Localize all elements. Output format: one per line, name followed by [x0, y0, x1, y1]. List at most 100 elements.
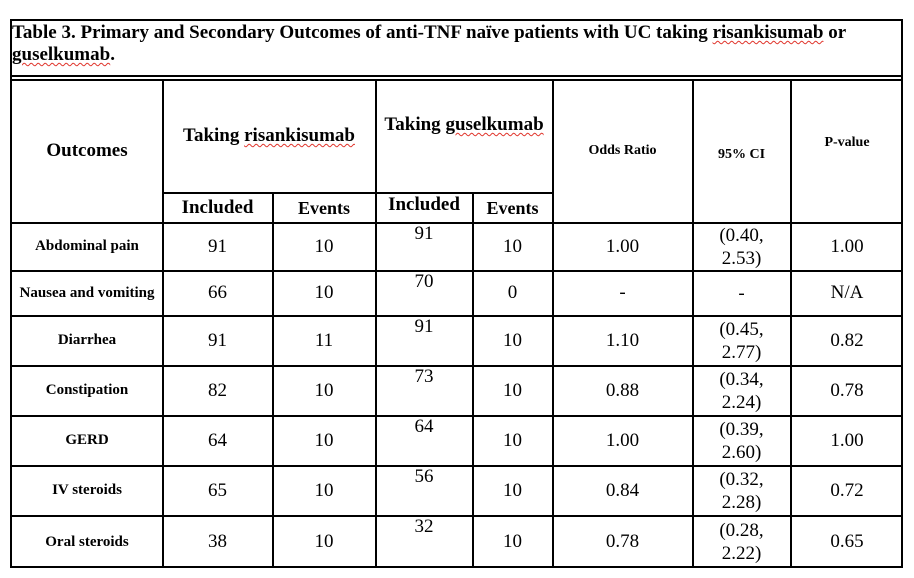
cell-p: 0.78: [791, 366, 903, 415]
cell-p: N/A: [791, 271, 903, 315]
cell-g-included: 32: [376, 516, 472, 568]
cell-text: 91: [208, 235, 227, 257]
cell-text: 0.84: [605, 479, 640, 501]
cell-ci: (0.34, 2.24): [693, 366, 790, 415]
cell-or: 1.00: [553, 223, 692, 270]
header-bottom-line: [12, 222, 903, 224]
title-text: Table 3. Primary and Secondary Outcomes …: [12, 22, 713, 43]
cell-text: Oral steroids: [45, 533, 129, 550]
table-title: Table 3. Primary and Secondary Outcomes …: [12, 22, 897, 66]
header-outcomes-text: Outcomes: [46, 140, 128, 161]
cell-text: 66: [208, 282, 227, 303]
cell-outcome: Nausea and vomiting: [12, 271, 162, 315]
cell-r-included: 91: [163, 223, 272, 270]
cell-p: 0.82: [791, 316, 903, 365]
header-g-events-text: Events: [486, 197, 539, 218]
cell-text: 1.00: [605, 429, 640, 451]
ci-upper: 2.60): [721, 441, 762, 463]
cell-g-included: 56: [376, 466, 472, 515]
cell-text: 10: [314, 235, 334, 257]
table-frame: [10, 19, 903, 568]
cell-outcome: Abdominal pain: [12, 223, 162, 270]
title-or: or: [823, 22, 846, 43]
cell-outcome: IV steroids: [12, 466, 162, 515]
header-p-value: P-value: [791, 72, 903, 214]
header-95-ci: 95% CI: [693, 84, 790, 226]
cell-text: 73: [414, 366, 434, 387]
ci-lower: (0.28,: [719, 520, 764, 541]
cell-text: 0.65: [830, 531, 864, 552]
cell-text: Abdominal pain: [35, 238, 139, 254]
cell-outcome: Diarrhea: [12, 316, 162, 365]
row-line-3: [12, 365, 903, 367]
row-line-6: [12, 515, 903, 517]
ci-lower: (0.40,: [719, 224, 764, 246]
cell-ci: (0.40, 2.53): [693, 223, 790, 270]
ci-upper: 2.28): [721, 491, 762, 513]
cell-text: 10: [503, 379, 522, 401]
header-g-included-text: Included: [388, 194, 460, 215]
header-odds-ratio-text: Odds Ratio: [588, 143, 657, 158]
row-line-5: [12, 465, 903, 467]
header-odds-ratio: Odds Ratio: [553, 80, 692, 222]
header-g-events: Events: [473, 194, 552, 222]
cell-text: 0.72: [830, 479, 864, 501]
cell-ci: (0.32, 2.28): [693, 466, 790, 515]
cell-g-events: 10: [473, 223, 552, 270]
row-line-4: [12, 415, 903, 417]
cell-or: 0.84: [553, 466, 692, 515]
cell-text: 10: [503, 479, 522, 501]
col-line-7: [790, 79, 792, 568]
cell-text: 38: [208, 531, 227, 552]
col-line-4: [472, 192, 474, 568]
col-line-3: [375, 79, 377, 568]
header-top-line: [12, 79, 903, 81]
cell-text: Nausea and vomiting: [19, 284, 155, 301]
cell-or: -: [553, 271, 692, 315]
cell-r-included: 91: [163, 316, 272, 365]
cell-ci: (0.39, 2.60): [693, 416, 790, 465]
cell-ci: (0.28, 2.22): [693, 516, 790, 568]
cell-text: 0.78: [605, 531, 640, 552]
cell-p: 0.72: [791, 466, 903, 515]
row-line-1: [12, 270, 903, 272]
cell-text: 32: [414, 516, 434, 537]
col-line-6: [692, 79, 694, 568]
header-r-events-text: Events: [297, 197, 350, 218]
header-group1-drug: risankisumab: [244, 125, 355, 146]
cell-text: 1.00: [830, 235, 864, 257]
cell-r-events: 10: [273, 516, 375, 568]
cell-outcome: Oral steroids: [12, 516, 162, 568]
cell-text: 10: [503, 531, 522, 552]
title-drug-risankisumab: risankisumab: [712, 22, 824, 43]
cell-text: 91: [414, 223, 434, 244]
title-divider: [10, 75, 903, 77]
header-g-included: Included: [376, 192, 472, 218]
header-taking-risankisumab: Taking risankisumab: [163, 80, 375, 192]
header-ci-text: 95% CI: [717, 147, 766, 162]
header-group2-drug: guselkumab: [445, 114, 544, 135]
ci-lower: -: [738, 282, 745, 304]
cell-g-events: 10: [473, 416, 552, 465]
col-line-1: [162, 79, 164, 568]
cell-g-included: 91: [376, 223, 472, 270]
cell-text: N/A: [830, 282, 864, 303]
cell-r-included: 38: [163, 516, 272, 568]
cell-text: 11: [314, 329, 334, 351]
cell-g-events: 0: [473, 271, 552, 315]
cell-g-included: 91: [376, 316, 472, 365]
cell-text: 65: [208, 479, 227, 501]
cell-g-included: 64: [376, 416, 472, 465]
cell-p: 1.00: [791, 416, 903, 465]
cell-text: 1.00: [605, 235, 640, 257]
cell-text: 70: [414, 271, 434, 292]
cell-g-included: 73: [376, 366, 472, 415]
cell-text: 10: [314, 282, 334, 303]
cell-text: 10: [314, 429, 334, 451]
ci-upper: 2.77): [721, 341, 762, 363]
cell-text: -: [619, 282, 626, 303]
ci-upper: 2.24): [721, 391, 762, 413]
cell-text: IV steroids: [52, 482, 122, 498]
cell-r-included: 65: [163, 466, 272, 515]
cell-r-events: 10: [273, 223, 375, 270]
